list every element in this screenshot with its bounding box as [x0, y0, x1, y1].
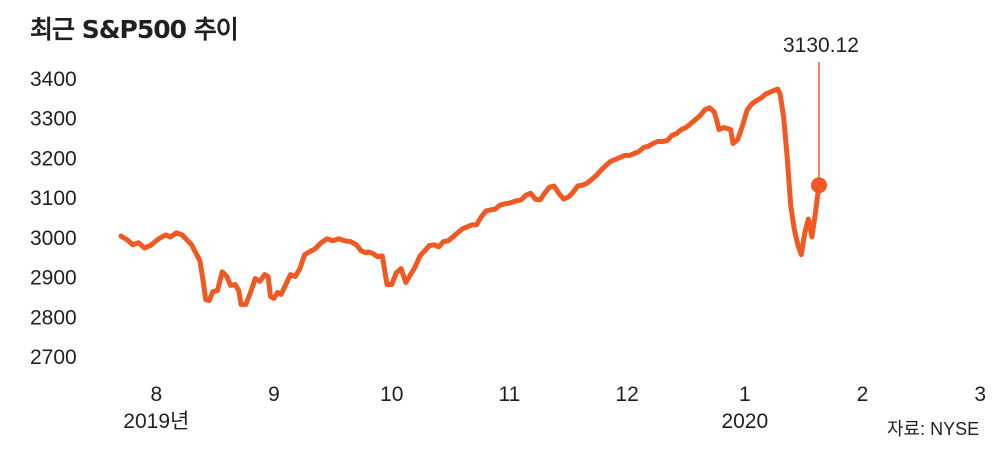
last-value-point: [810, 177, 827, 194]
y-axis: 3400 3300 3200 3100 3000 2900 2800 2700: [30, 68, 77, 369]
x-tick-label: 2: [857, 383, 869, 406]
source-label: 자료: NYSE: [887, 419, 980, 439]
y-tick-label: 3100: [30, 187, 77, 210]
y-tick-label: 2800: [30, 306, 77, 329]
x-tick-label: 1: [739, 383, 751, 406]
y-tick-label: 3000: [30, 227, 77, 250]
x-tick-label: 11: [499, 383, 521, 406]
x-tick-label: 3: [974, 383, 986, 406]
x-tick-label: 9: [268, 383, 280, 406]
x-axis: 8 2019년 9 10 11 12 1 2020 2 3: [123, 383, 986, 433]
y-tick-label: 3200: [30, 147, 77, 170]
plot-area: 3130.12: [118, 34, 859, 307]
y-tick-label: 2900: [30, 267, 77, 290]
chart-title: 최근 S&P500 추이: [30, 15, 239, 44]
y-tick-label: 2700: [30, 346, 77, 369]
x-tick-label: 8: [150, 383, 162, 406]
last-value-label: 3130.12: [783, 34, 859, 57]
y-tick-label: 3300: [30, 108, 77, 131]
x-tick-sublabel: 2020: [721, 410, 768, 433]
x-tick-sublabel: 2019년: [123, 410, 189, 433]
series-line: [118, 86, 822, 307]
x-tick-label: 10: [380, 383, 403, 406]
x-tick-label: 12: [615, 383, 638, 406]
y-tick-label: 3400: [30, 68, 77, 91]
